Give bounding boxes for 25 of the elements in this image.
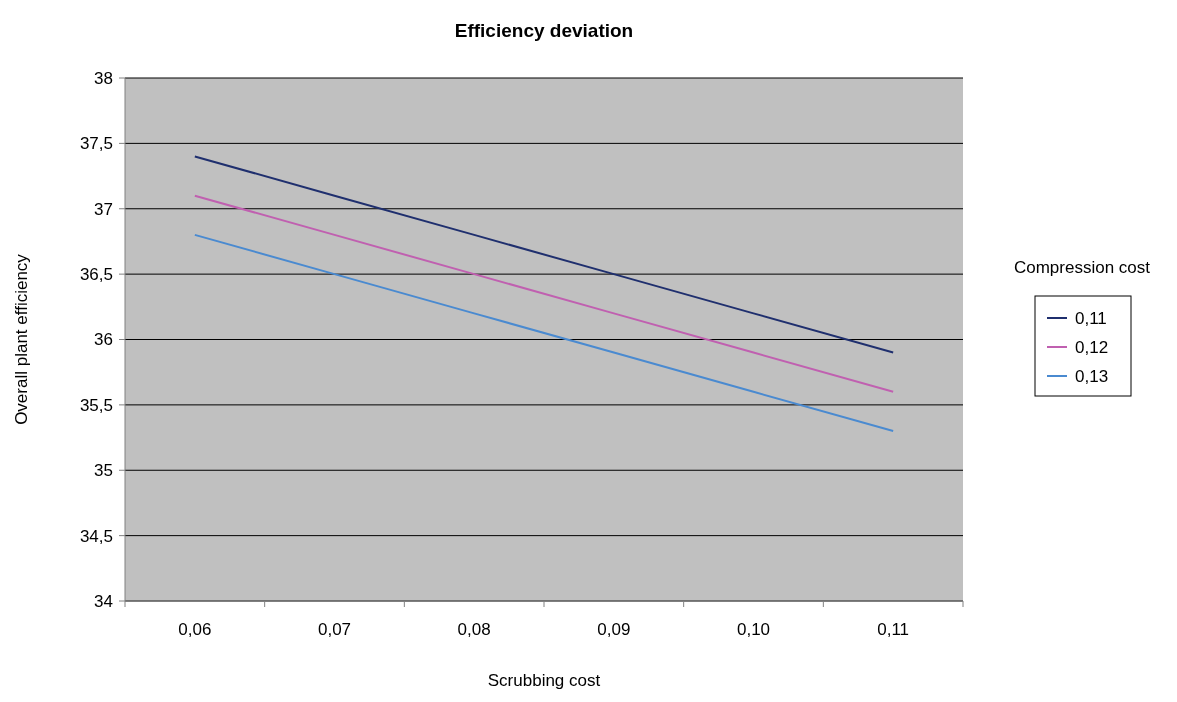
- y-tick-label: 35: [94, 461, 113, 481]
- y-axis-title: Overall plant efficiency: [12, 253, 31, 425]
- y-tick-label: 38: [94, 68, 113, 88]
- y-tick-label: 37: [94, 199, 113, 219]
- x-tick-label: 0,09: [597, 620, 631, 639]
- line-series: [193, 155, 895, 354]
- legend-label: 0,13: [1075, 366, 1109, 386]
- x-axis-title: Scrubbing cost: [487, 671, 601, 690]
- chart-title: Efficiency deviation: [454, 20, 634, 41]
- line-series: [193, 194, 895, 393]
- y-tick-label: 36: [94, 330, 113, 350]
- legend-label: 0,11: [1075, 308, 1107, 328]
- y-tick-label: 36,5: [79, 265, 113, 285]
- y-tick-label: 35,5: [79, 395, 113, 415]
- x-tick-label: 0,11: [877, 620, 910, 639]
- line-series: [193, 233, 895, 433]
- y-tick-label: 34,5: [79, 526, 113, 546]
- x-tick-label: 0,07: [317, 620, 352, 639]
- legend-label: 0,12: [1075, 337, 1109, 357]
- x-tick-label: 0,08: [457, 620, 491, 639]
- x-tick-label: 0,10: [736, 620, 771, 639]
- legend-title: Compression cost: [1013, 258, 1151, 277]
- y-tick-label: 37,5: [79, 134, 113, 154]
- y-tick-label: 34: [94, 591, 113, 611]
- x-tick-label: 0,06: [178, 620, 212, 639]
